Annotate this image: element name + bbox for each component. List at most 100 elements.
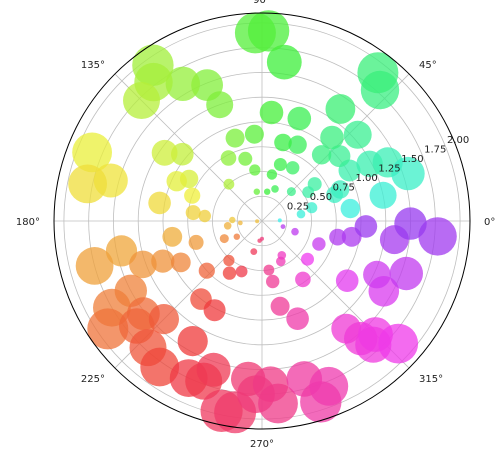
scatter-point-106 bbox=[295, 271, 311, 288]
scatter-point-58 bbox=[255, 219, 260, 224]
scatter-point-15 bbox=[286, 187, 296, 197]
scatter-point-123 bbox=[418, 217, 457, 256]
radial-tick-label-2: 0.75 bbox=[333, 183, 355, 194]
scatter-point-17 bbox=[320, 125, 344, 150]
scatter-point-112 bbox=[301, 252, 314, 266]
tick-labels: 0.250.500.751.001.251.501.752.00 0° 45° 90°… bbox=[16, 0, 495, 450]
scatter-point-21 bbox=[286, 161, 300, 175]
scatter-point-32 bbox=[234, 12, 276, 54]
scatter-points bbox=[68, 10, 457, 434]
angle-tick-label-315: 315° bbox=[419, 374, 443, 385]
scatter-point-62 bbox=[105, 235, 138, 267]
scatter-point-40 bbox=[165, 66, 200, 102]
radial-tick-label-1: 0.50 bbox=[310, 192, 332, 203]
scatter-point-97 bbox=[263, 264, 275, 276]
angle-tick-label-225: 225° bbox=[81, 374, 105, 385]
scatter-point-23 bbox=[287, 106, 312, 131]
scatter-point-56 bbox=[198, 209, 211, 223]
scatter-point-7 bbox=[391, 156, 425, 191]
scatter-point-2 bbox=[306, 202, 318, 214]
scatter-point-61 bbox=[162, 226, 183, 247]
scatter-point-44 bbox=[223, 178, 235, 190]
scatter-point-49 bbox=[166, 171, 187, 192]
scatter-point-115 bbox=[363, 260, 391, 289]
scatter-point-36 bbox=[238, 151, 253, 166]
scatter-point-59 bbox=[237, 220, 243, 226]
angle-tick-label-135: 135° bbox=[81, 60, 105, 71]
scatter-point-117 bbox=[389, 256, 423, 291]
scatter-point-14 bbox=[302, 186, 315, 199]
scatter-point-34 bbox=[249, 164, 261, 176]
scatter-point-20 bbox=[357, 52, 399, 94]
scatter-point-1 bbox=[296, 209, 306, 219]
scatter-point-43 bbox=[220, 150, 237, 166]
scatter-point-0 bbox=[277, 218, 282, 223]
scatter-point-37 bbox=[225, 128, 245, 148]
scatter-point-103 bbox=[309, 366, 349, 406]
scatter-point-68 bbox=[170, 252, 191, 273]
scatter-point-113 bbox=[335, 269, 359, 293]
scatter-point-105 bbox=[277, 251, 287, 260]
scatter-point-119 bbox=[280, 224, 286, 230]
scatter-point-71 bbox=[233, 233, 240, 240]
scatter-point-12 bbox=[343, 120, 372, 149]
scatter-point-9 bbox=[356, 150, 383, 177]
scatter-point-87 bbox=[196, 352, 231, 387]
scatter-point-13 bbox=[330, 180, 350, 199]
scatter-point-16 bbox=[311, 145, 332, 165]
radial-tick-label-4: 1.25 bbox=[378, 164, 400, 175]
scatter-point-51 bbox=[184, 187, 201, 204]
angle-tick-label-180: 180° bbox=[16, 217, 40, 228]
scatter-point-50 bbox=[72, 132, 112, 173]
scatter-point-66 bbox=[151, 249, 175, 273]
scatter-point-81 bbox=[222, 266, 237, 280]
scatter-point-11 bbox=[328, 145, 351, 168]
scatter-point-78 bbox=[223, 254, 235, 267]
scatter-point-4 bbox=[340, 198, 360, 219]
scatter-point-39 bbox=[191, 69, 224, 101]
scatter-point-98 bbox=[266, 274, 280, 289]
scatter-point-83 bbox=[203, 299, 226, 322]
scatter-point-33 bbox=[244, 124, 264, 144]
scatter-point-22 bbox=[288, 135, 307, 154]
scatter-point-118 bbox=[291, 227, 299, 236]
scatter-point-125 bbox=[394, 207, 427, 240]
scatter-point-26 bbox=[264, 188, 271, 195]
scatter-point-116 bbox=[312, 237, 326, 251]
scatter-point-88 bbox=[250, 248, 258, 256]
angle-tick-label-45: 45° bbox=[419, 60, 437, 71]
radial-tick-label-5: 1.50 bbox=[401, 154, 423, 165]
scatter-point-54 bbox=[148, 191, 171, 215]
scatter-point-96 bbox=[258, 383, 298, 424]
scatter-point-18 bbox=[325, 94, 356, 124]
scatter-point-63 bbox=[75, 247, 114, 285]
scatter-point-85 bbox=[235, 265, 248, 278]
scatter-point-111 bbox=[378, 323, 419, 364]
scatter-point-28 bbox=[273, 158, 287, 171]
scatter-point-24 bbox=[274, 133, 292, 152]
scatter-point-5 bbox=[369, 181, 397, 209]
scatter-point-25 bbox=[266, 169, 278, 180]
polar-frame bbox=[53, 12, 471, 430]
scatter-point-124 bbox=[354, 215, 378, 238]
scatter-point-45 bbox=[123, 82, 160, 119]
angle-tick-label-270: 270° bbox=[250, 439, 274, 450]
radial-tick-label-6: 1.75 bbox=[424, 145, 446, 156]
scatter-point-60 bbox=[223, 222, 232, 230]
scatter-point-30 bbox=[259, 100, 284, 125]
angle-tick-label-90: 90° bbox=[253, 0, 271, 6]
scatter-point-64 bbox=[188, 234, 204, 250]
scatter-point-35 bbox=[253, 188, 260, 195]
scatter-point-29 bbox=[266, 44, 302, 80]
scatter-point-76 bbox=[148, 304, 179, 335]
scatter-point-47 bbox=[151, 139, 178, 166]
scatter-point-53 bbox=[68, 164, 107, 204]
scatter-point-57 bbox=[229, 216, 236, 224]
scatter-point-102 bbox=[286, 307, 309, 331]
radial-tick-label-0: 0.25 bbox=[287, 202, 309, 213]
scatter-point-82 bbox=[177, 326, 208, 357]
scatter-point-94 bbox=[260, 236, 264, 241]
scatter-point-55 bbox=[185, 205, 201, 221]
scatter-point-120 bbox=[329, 228, 346, 246]
